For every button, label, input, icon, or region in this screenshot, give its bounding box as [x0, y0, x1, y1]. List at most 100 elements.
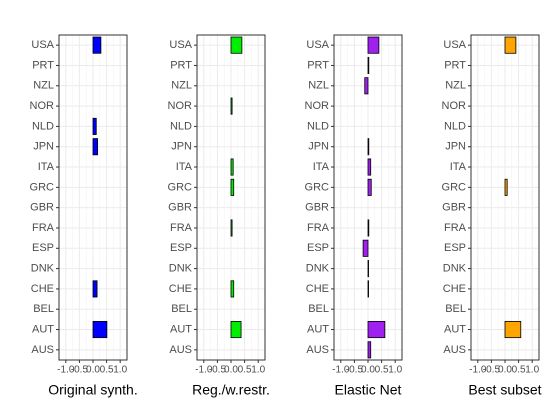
y-tick-label: DNK [169, 263, 193, 275]
y-tick-label: BEL [33, 303, 54, 315]
bar [230, 178, 235, 196]
y-tick-label: AUT [170, 323, 192, 335]
bar [230, 158, 234, 176]
y-tick-label: NLD [32, 120, 54, 132]
bar [367, 56, 370, 74]
x-tick-label: 0.0 [498, 365, 512, 376]
x-tick-label: -1.0 [195, 365, 213, 376]
bar [367, 280, 369, 298]
y-tick-label: GBR [442, 202, 466, 214]
bar [367, 36, 380, 54]
x-tick-label: 0.5 [238, 365, 252, 376]
panel-border [470, 34, 540, 361]
x-tick-label: 0.0 [361, 365, 375, 376]
x-tick-label: 0.5 [512, 365, 526, 376]
y-tick-label: PRT [170, 59, 192, 71]
y-tick-label: AUS [31, 344, 54, 356]
y-tick-label: ITA [450, 161, 467, 173]
y-tick-label: USA [169, 39, 192, 51]
y-tick-label: AUS [306, 344, 329, 356]
bar [92, 280, 98, 298]
bar [504, 36, 517, 54]
y-tick-label: AUS [169, 344, 192, 356]
x-axis-label: Elastic Net [335, 382, 402, 398]
y-tick-label: DNK [443, 263, 467, 275]
y-tick-label: ITA [313, 161, 330, 173]
y-tick-label: JPN [33, 141, 54, 153]
y-tick-label: GBR [305, 202, 329, 214]
y-tick-label: ESP [32, 242, 54, 254]
y-tick-label: DNK [31, 263, 55, 275]
y-tick-label: NOR [30, 100, 55, 112]
y-tick-label: PRT [32, 59, 54, 71]
y-tick-label: ESP [170, 242, 192, 254]
x-tick-label: -1.0 [57, 365, 75, 376]
bar [367, 341, 372, 359]
x-tick-label: 0.5 [375, 365, 389, 376]
y-tick-label: AUT [307, 323, 329, 335]
bar [367, 219, 370, 237]
y-tick-label: NZL [33, 80, 54, 92]
y-tick-label: USA [31, 39, 54, 51]
x-tick-label: 0.5 [100, 365, 114, 376]
x-tick-label: -0.5 [346, 365, 364, 376]
y-tick-label: GRC [30, 181, 55, 193]
bar [367, 178, 372, 196]
y-tick-label: CHE [443, 283, 466, 295]
y-tick-label: AUT [444, 323, 466, 335]
y-tick-label: NZL [171, 80, 192, 92]
y-tick-label: CHE [306, 283, 329, 295]
bar [367, 138, 370, 156]
bar [92, 117, 97, 135]
y-tick-label: GRC [168, 181, 193, 193]
y-tick-label: JPN [445, 141, 466, 153]
bar [92, 138, 99, 156]
y-tick-label: NOR [168, 100, 193, 112]
y-tick-label: FRA [170, 222, 193, 234]
x-axis-label: Reg./w.restr. [192, 382, 270, 398]
x-tick-label: 1.0 [525, 365, 539, 376]
y-tick-label: ITA [176, 161, 193, 173]
x-tick-label: -0.5 [483, 365, 501, 376]
y-tick-label: ESP [444, 242, 466, 254]
y-tick-label: GBR [168, 202, 192, 214]
x-axis-label: Original synth. [48, 382, 137, 398]
y-tick-label: NLD [444, 120, 466, 132]
y-tick-label: JPN [308, 141, 329, 153]
panel-border [196, 34, 266, 361]
bar [92, 321, 108, 339]
bar [364, 77, 369, 95]
panel-border [58, 34, 128, 361]
y-tick-label: ITA [38, 161, 55, 173]
x-axis-label: Best subset [468, 382, 541, 398]
y-tick-label: NZL [308, 80, 329, 92]
x-tick-label: -0.5 [209, 365, 227, 376]
bar [92, 36, 102, 54]
y-tick-label: FRA [32, 222, 55, 234]
x-tick-label: 1.0 [251, 365, 265, 376]
y-tick-label: NOR [305, 100, 330, 112]
y-tick-label: CHE [169, 283, 192, 295]
y-tick-label: AUT [32, 323, 54, 335]
bar [367, 321, 386, 339]
bar [504, 178, 508, 196]
x-tick-label: -1.0 [332, 365, 350, 376]
bar [230, 97, 233, 115]
y-tick-label: USA [443, 39, 466, 51]
x-tick-label: 1.0 [388, 365, 402, 376]
y-tick-label: GBR [30, 202, 54, 214]
y-tick-label: NOR [442, 100, 467, 112]
bar [230, 321, 242, 339]
y-tick-label: PRT [444, 59, 466, 71]
y-tick-label: USA [306, 39, 329, 51]
y-tick-label: DNK [306, 263, 330, 275]
y-tick-label: ESP [307, 242, 329, 254]
y-tick-label: FRA [444, 222, 467, 234]
y-tick-label: BEL [445, 303, 466, 315]
bar [230, 219, 233, 237]
y-tick-label: FRA [307, 222, 330, 234]
y-tick-label: JPN [171, 141, 192, 153]
bar [367, 260, 369, 278]
y-tick-label: BEL [308, 303, 329, 315]
y-tick-label: PRT [307, 59, 329, 71]
